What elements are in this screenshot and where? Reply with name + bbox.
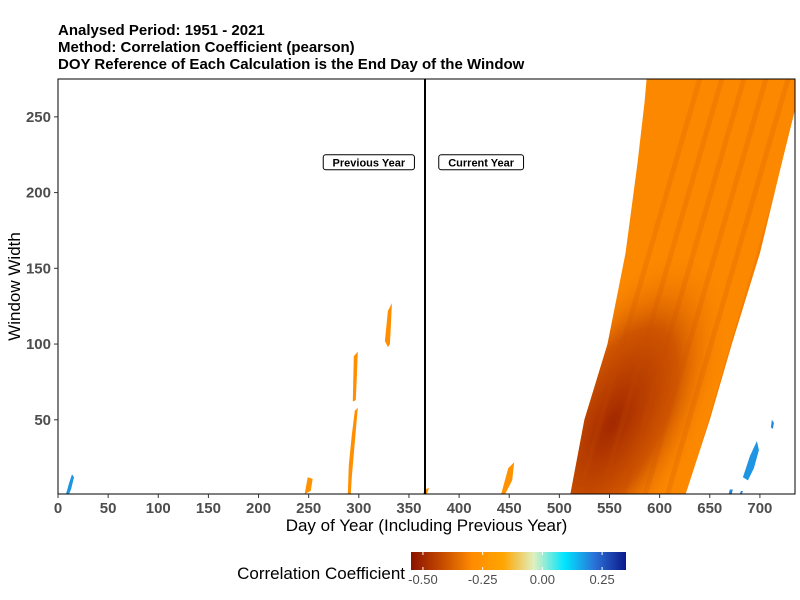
main-region-streak: [643, 79, 769, 494]
correlation-patch-5: [501, 462, 515, 494]
x-tick-label: 50: [100, 500, 117, 517]
correlation-patch-10: [728, 489, 733, 494]
correlation-patch-8: [742, 441, 759, 481]
x-tick-label: 550: [597, 500, 622, 517]
x-tick-label: 650: [697, 500, 722, 517]
x-tick-label: 400: [447, 500, 472, 517]
main-region-streak: [665, 79, 791, 494]
chart-title-block: Analysed Period: 1951 - 2021 Method: Cor…: [58, 22, 524, 73]
x-tick-label: 450: [497, 500, 522, 517]
main-region-core: [570, 79, 795, 494]
x-tick-label: 200: [246, 500, 271, 517]
y-tick-label: 250: [26, 109, 51, 126]
x-tick-label: 250: [296, 500, 321, 517]
chart-title-line-3: DOY Reference of Each Calculation is the…: [58, 56, 525, 73]
y-tick-label: 100: [26, 336, 51, 353]
x-tick-label: 700: [747, 500, 772, 517]
correlation-patch-4: [304, 477, 313, 494]
main-region-streak: [599, 79, 725, 494]
annotation-box-1: [322, 154, 415, 171]
main-region-streak: [577, 79, 703, 494]
main-region-streak: [621, 79, 747, 494]
legend-tick-label: 0.25: [589, 572, 614, 587]
x-axis-title: Day of Year (Including Previous Year): [286, 516, 568, 535]
x-tick-label: 100: [146, 500, 171, 517]
x-tick-label: 0: [54, 500, 62, 517]
y-tick-label: 200: [26, 185, 51, 202]
correlation-patch-9: [770, 419, 774, 429]
plot-border: [57, 78, 796, 495]
y-tick-label: 50: [34, 412, 51, 429]
correlation-patch-7: [66, 474, 74, 494]
x-tick-label: 300: [346, 500, 371, 517]
legend-title: Correlation Coefficient: [237, 564, 405, 583]
y-tick-label: 150: [26, 260, 51, 277]
annotation-label-1: Previous Year: [333, 157, 406, 169]
correlation-patch-11: [739, 491, 743, 494]
chart-title-line-1: Analysed Period: 1951 - 2021: [58, 22, 265, 39]
x-tick-label: 500: [547, 500, 572, 517]
chart-title-line-2: Method: Correlation Coefficient (pearson…: [58, 39, 355, 56]
correlation-patch-3: [347, 407, 358, 494]
legend-tick-label: 0.00: [530, 572, 555, 587]
x-tick-label: 150: [196, 500, 221, 517]
x-tick-label: 600: [647, 500, 672, 517]
annotation-label-2: Current Year: [448, 157, 515, 169]
legend-tick-label: -0.25: [468, 572, 498, 587]
legend-colorbar: [411, 552, 626, 570]
correlation-patch-2: [352, 351, 358, 402]
correlation-patch-1: [384, 303, 392, 348]
annotation-box-2: [438, 154, 525, 171]
legend-tick-label: -0.50: [408, 572, 438, 587]
x-tick-label: 350: [396, 500, 421, 517]
y-axis-title: Window Width: [5, 232, 24, 341]
